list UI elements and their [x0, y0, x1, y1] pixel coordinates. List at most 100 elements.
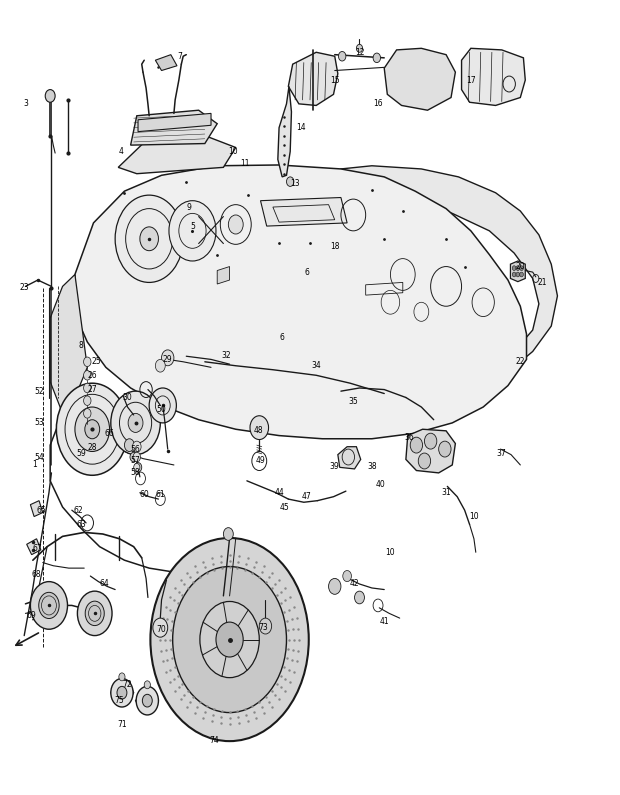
Circle shape — [133, 441, 141, 452]
Circle shape — [151, 538, 309, 741]
Text: 7: 7 — [178, 52, 182, 60]
Text: 31: 31 — [441, 488, 451, 497]
Text: 30: 30 — [123, 393, 133, 402]
Text: 49: 49 — [255, 456, 265, 466]
Text: 27: 27 — [87, 385, 97, 394]
Text: 6: 6 — [280, 333, 285, 343]
Circle shape — [75, 407, 110, 452]
Circle shape — [149, 388, 176, 423]
Polygon shape — [217, 266, 229, 284]
Polygon shape — [75, 165, 526, 439]
Polygon shape — [118, 136, 236, 173]
Text: 3: 3 — [23, 99, 28, 108]
Polygon shape — [406, 429, 455, 473]
Circle shape — [153, 619, 168, 637]
Text: 42: 42 — [350, 580, 360, 588]
Circle shape — [156, 359, 166, 372]
Circle shape — [136, 686, 159, 715]
Text: 54: 54 — [34, 452, 44, 462]
Polygon shape — [136, 689, 159, 711]
Polygon shape — [131, 111, 217, 145]
Polygon shape — [461, 48, 525, 106]
Circle shape — [418, 453, 431, 469]
Polygon shape — [30, 501, 43, 517]
Text: 62: 62 — [73, 506, 83, 514]
Text: 20: 20 — [515, 262, 525, 271]
Circle shape — [119, 673, 125, 681]
Circle shape — [143, 694, 153, 707]
Circle shape — [84, 396, 91, 405]
Circle shape — [133, 452, 141, 462]
Text: 66: 66 — [104, 429, 114, 438]
Circle shape — [85, 420, 100, 439]
Text: 37: 37 — [497, 448, 507, 458]
Circle shape — [134, 463, 140, 471]
Circle shape — [78, 591, 112, 635]
Text: 21: 21 — [537, 278, 547, 287]
Text: 58: 58 — [131, 467, 140, 476]
Circle shape — [130, 452, 138, 462]
Circle shape — [250, 416, 268, 440]
Circle shape — [144, 681, 151, 688]
Polygon shape — [156, 55, 177, 71]
Text: 48: 48 — [254, 426, 264, 436]
Text: ereplacementparts.com: ereplacementparts.com — [158, 374, 363, 389]
Text: 65: 65 — [36, 506, 46, 514]
Circle shape — [45, 90, 55, 103]
Text: 39: 39 — [330, 462, 340, 471]
Text: 22: 22 — [516, 357, 525, 366]
Circle shape — [410, 437, 423, 453]
Circle shape — [516, 272, 520, 277]
Text: 32: 32 — [222, 351, 231, 360]
Text: 64: 64 — [100, 580, 110, 588]
Circle shape — [128, 413, 143, 432]
Text: 15: 15 — [330, 76, 340, 84]
Circle shape — [140, 227, 159, 250]
Circle shape — [84, 357, 91, 366]
Circle shape — [162, 350, 174, 366]
Text: 74: 74 — [209, 736, 219, 745]
Text: 50: 50 — [157, 405, 166, 414]
Text: 1: 1 — [32, 460, 37, 470]
Text: 11: 11 — [241, 159, 250, 168]
Circle shape — [84, 409, 91, 418]
Circle shape — [169, 200, 216, 261]
Polygon shape — [236, 166, 557, 407]
Polygon shape — [138, 114, 211, 132]
Text: 47: 47 — [302, 492, 312, 501]
Circle shape — [200, 602, 259, 677]
Text: 16: 16 — [373, 99, 383, 108]
Text: 6: 6 — [304, 268, 309, 277]
Text: 61: 61 — [156, 490, 165, 498]
Circle shape — [30, 582, 68, 629]
Text: 23: 23 — [19, 284, 29, 293]
Text: 59: 59 — [76, 448, 86, 458]
Text: 4: 4 — [119, 147, 124, 156]
Text: 10: 10 — [228, 147, 237, 156]
Text: 13: 13 — [290, 179, 299, 188]
Circle shape — [339, 52, 346, 61]
Circle shape — [111, 391, 161, 455]
Circle shape — [439, 441, 451, 457]
Text: 35: 35 — [348, 397, 358, 406]
Text: 69: 69 — [27, 611, 37, 620]
Circle shape — [56, 383, 128, 475]
Text: 34: 34 — [311, 361, 321, 370]
Circle shape — [516, 266, 520, 270]
Text: 60: 60 — [140, 490, 149, 498]
Circle shape — [216, 622, 243, 657]
Text: 72: 72 — [123, 681, 132, 689]
Text: 10: 10 — [386, 548, 395, 556]
Text: 56: 56 — [131, 444, 140, 454]
Text: 10: 10 — [469, 512, 479, 521]
Text: 40: 40 — [376, 480, 386, 489]
Text: 53: 53 — [34, 418, 44, 428]
Circle shape — [111, 678, 133, 707]
Circle shape — [85, 601, 104, 626]
Text: 75: 75 — [115, 696, 125, 705]
Text: 41: 41 — [379, 617, 389, 626]
Text: 70: 70 — [157, 625, 166, 634]
Circle shape — [520, 266, 523, 270]
Text: 57: 57 — [131, 456, 140, 466]
Polygon shape — [27, 539, 41, 555]
